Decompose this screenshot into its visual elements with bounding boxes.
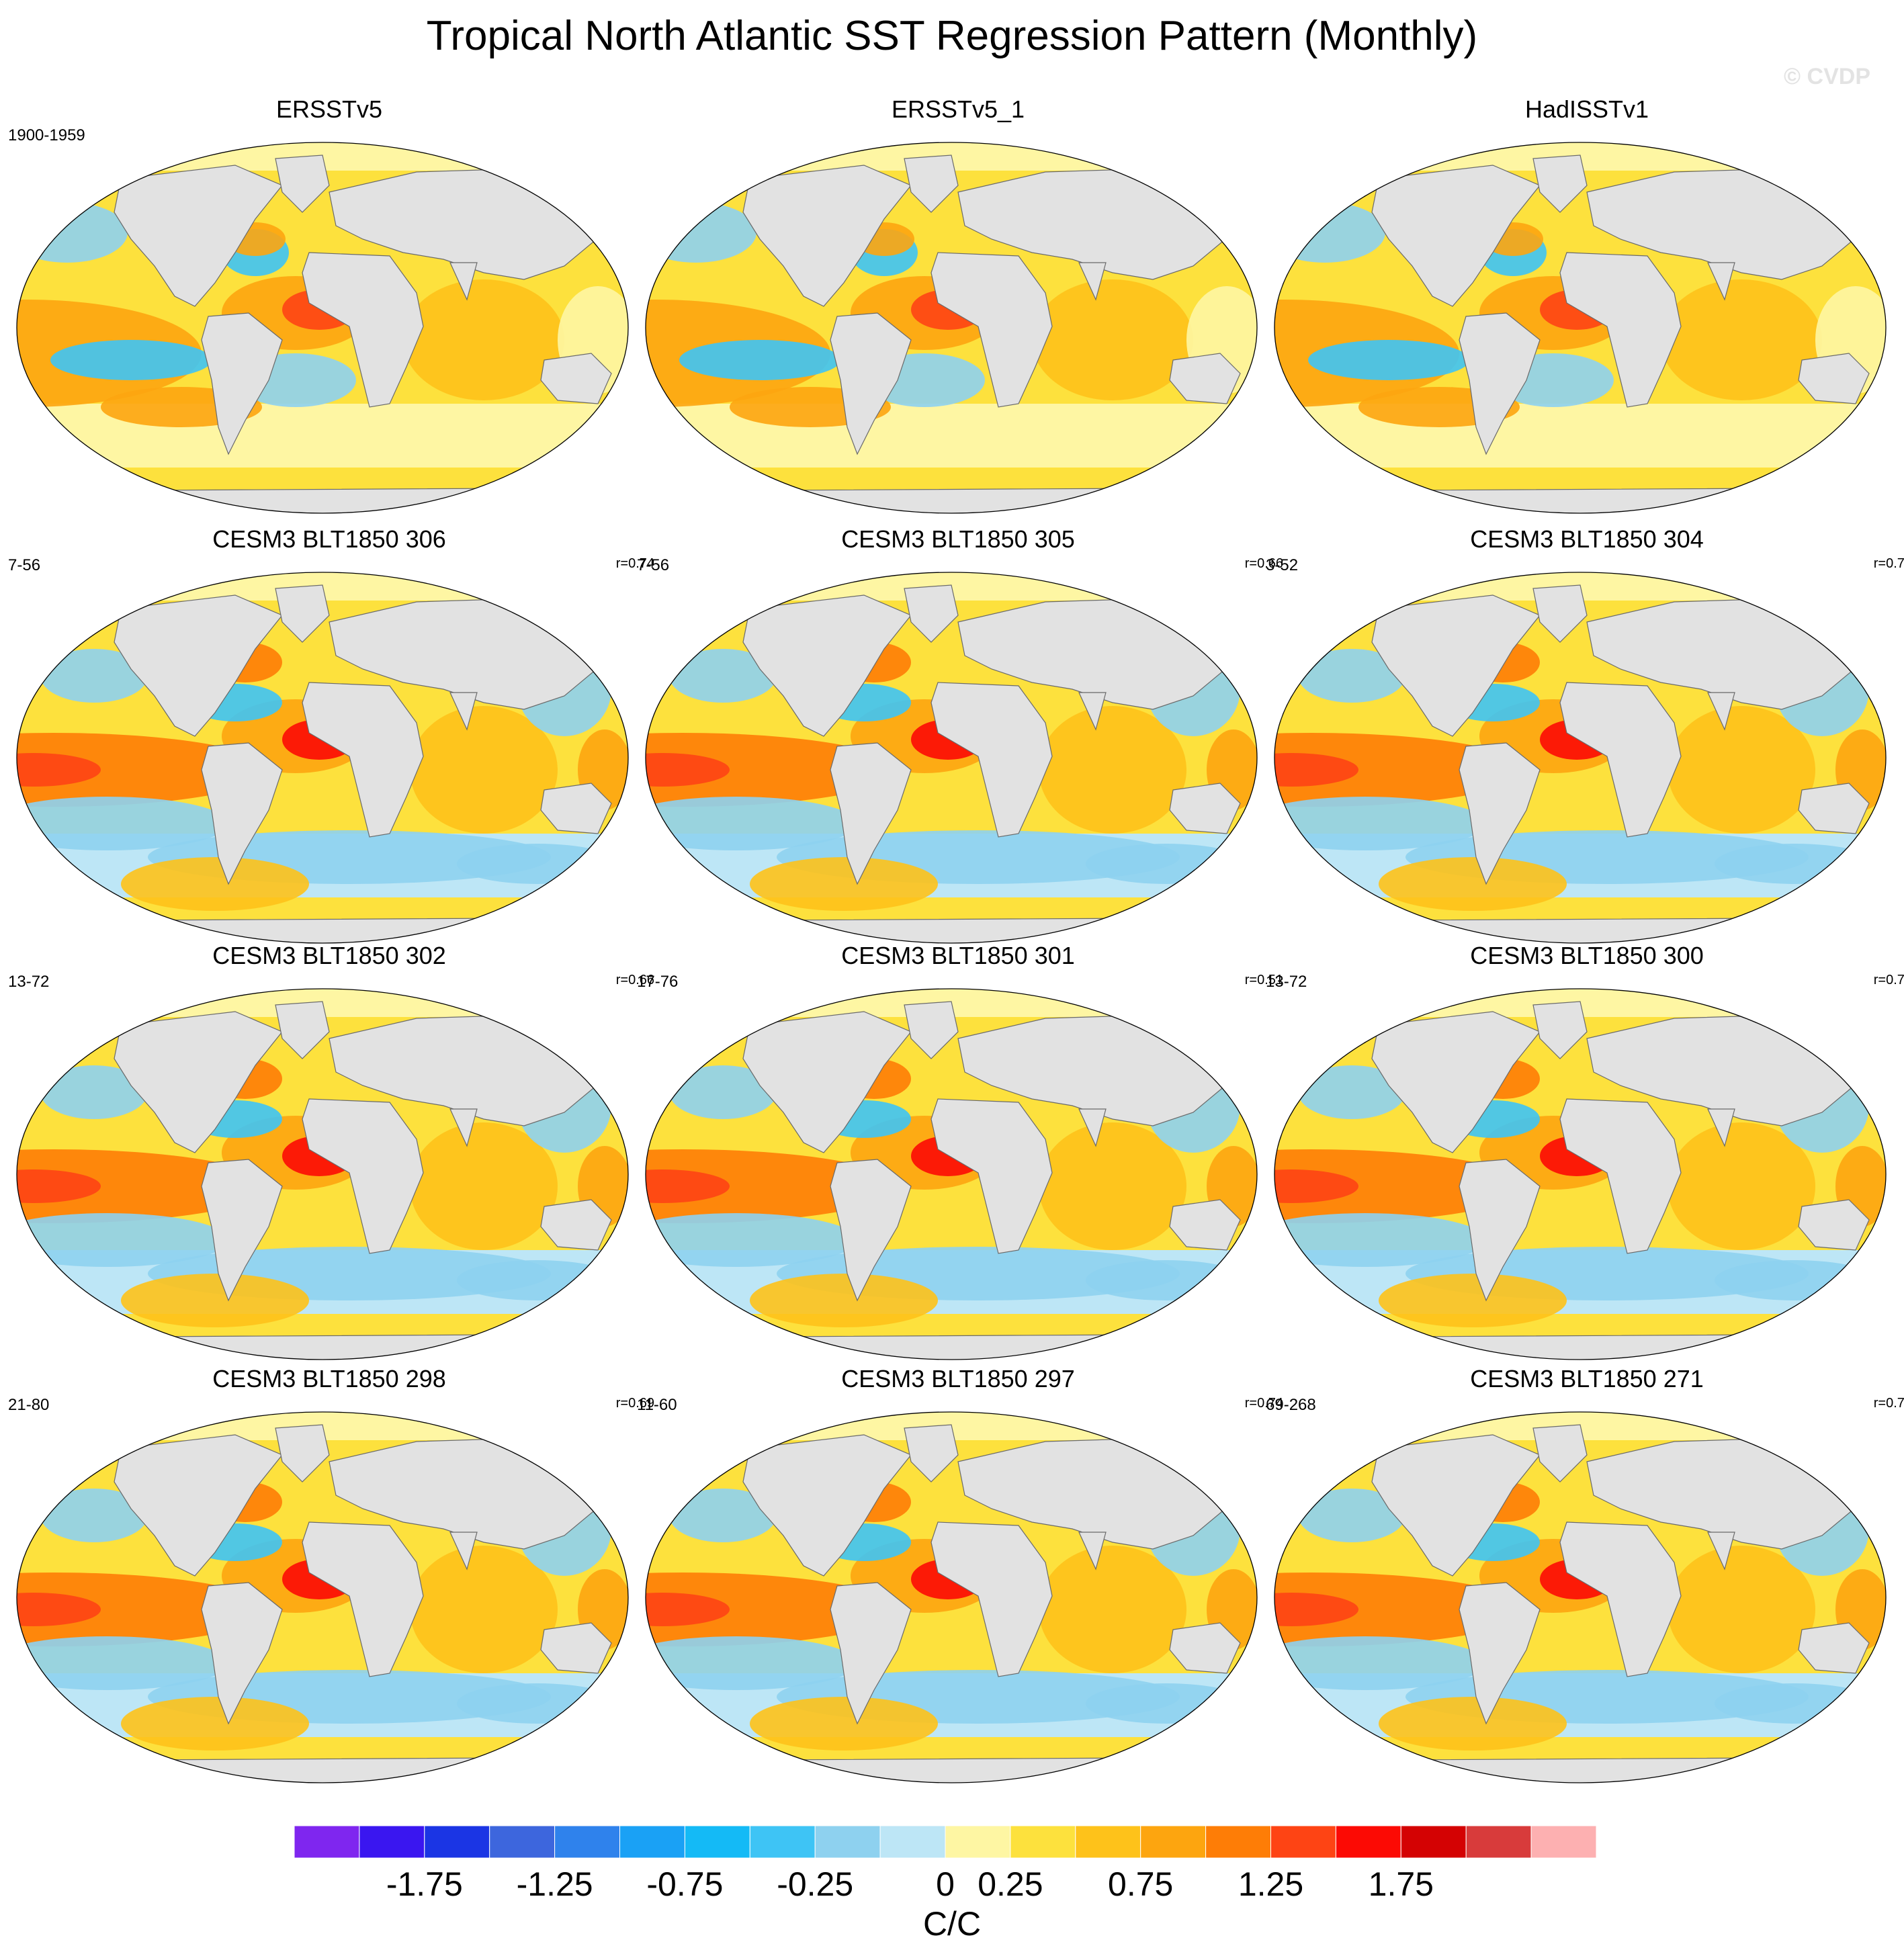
panel-period: 1900-1959 (8, 126, 85, 144)
panel-period: 69-268 (1266, 1396, 1316, 1414)
sst-regression-map (16, 988, 629, 1360)
sst-regression-map (16, 142, 629, 514)
sst-regression-map (16, 572, 629, 944)
panel-correlation: r=0.72 (1873, 556, 1904, 571)
panel-correlation: r=0.74 (615, 556, 654, 571)
panel-title: CESM3 BLT1850 302 (212, 942, 446, 969)
colorbar-swatch (749, 1826, 816, 1858)
map-panel: CESM3 BLT1850 297 11-60 r=0.74 (637, 1365, 1283, 1787)
sst-regression-map (1274, 1411, 1887, 1783)
panel-correlation: r=0.74 (1873, 1396, 1904, 1411)
panel-title: CESM3 BLT1850 300 (1470, 942, 1704, 969)
colorbar-swatch (1075, 1826, 1141, 1858)
panel-title: HadISSTv1 (1524, 95, 1649, 123)
colorbar-tick-label: -1.25 (516, 1865, 593, 1903)
panel-title: CESM3 BLT1850 301 (841, 942, 1075, 969)
colorbar-tick-label: 0.75 (1108, 1865, 1174, 1903)
colorbar-tick-label: -0.25 (777, 1865, 854, 1903)
colorbar-tick-label: 1.75 (1368, 1865, 1434, 1903)
panel-title: CESM3 BLT1850 271 (1470, 1365, 1704, 1392)
panel-correlation: r=0.74 (1244, 1396, 1283, 1411)
colorbar-tick-label: 1.25 (1238, 1865, 1304, 1903)
panel-correlation: r=0.69 (615, 1396, 654, 1411)
panel-correlation: r=0.66 (1244, 556, 1283, 571)
colorbar-swatch (1530, 1826, 1596, 1858)
map-panel: CESM3 BLT1850 304 3-52 r=0.72 (1266, 525, 1904, 947)
colorbar-swatch (424, 1826, 490, 1858)
colorbar-swatch (1270, 1826, 1336, 1858)
colorbar-swatch (1140, 1826, 1207, 1858)
cvdp-credit: © CVDP (1784, 64, 1870, 89)
colorbar-tick-label: 0.25 (978, 1865, 1043, 1903)
map-panel: CESM3 BLT1850 298 21-80 r=0.69 (8, 1365, 654, 1787)
colorbar-units: C/C (922, 1905, 982, 1943)
panel-period: 21-80 (8, 1396, 50, 1414)
map-panel: CESM3 BLT1850 302 13-72 r=0.66 (8, 942, 654, 1364)
panel-correlation: r=0.51 (1244, 973, 1283, 987)
panel-title: CESM3 BLT1850 304 (1470, 525, 1704, 553)
map-panel: CESM3 BLT1850 271 69-268 r=0.74 (1266, 1365, 1904, 1787)
colorbar-swatch (554, 1826, 621, 1858)
colorbar-swatch (684, 1826, 750, 1858)
panel-period: 13-72 (1266, 973, 1307, 991)
panel-title: CESM3 BLT1850 298 (212, 1365, 446, 1392)
colorbar-swatch (814, 1826, 881, 1858)
panel-title: ERSSTv5 (275, 95, 383, 123)
panel-period: 3-52 (1266, 556, 1299, 574)
colorbar-swatch (1465, 1826, 1532, 1858)
map-panel: CESM3 BLT1850 301 17-76 r=0.51 (637, 942, 1283, 1364)
panel-period: 11-60 (637, 1396, 677, 1414)
colorbar-swatch (359, 1826, 425, 1858)
colorbar-swatch (489, 1826, 556, 1858)
panel-period: 13-72 (8, 973, 50, 991)
colorbar-swatch (1400, 1826, 1467, 1858)
sst-regression-map (1274, 142, 1887, 514)
colorbar-swatch (1335, 1826, 1401, 1858)
panel-correlation: r=0.74 (1873, 973, 1904, 987)
colorbar-swatch (1205, 1826, 1271, 1858)
sst-regression-map (1274, 572, 1887, 944)
colorbar-swatch (294, 1826, 360, 1858)
colorbar-tick-label: -1.75 (386, 1865, 463, 1903)
colorbar-swatch (879, 1826, 946, 1858)
sst-regression-map (645, 142, 1258, 514)
map-panel: HadISSTv1 (1271, 95, 1903, 517)
sst-regression-map (645, 988, 1258, 1360)
panel-correlation: r=0.66 (615, 973, 654, 987)
panel-title: CESM3 BLT1850 305 (841, 525, 1075, 553)
sst-regression-map (645, 572, 1258, 944)
sst-regression-map (16, 1411, 629, 1783)
panel-title: CESM3 BLT1850 297 (841, 1365, 1075, 1392)
sst-regression-map (645, 1411, 1258, 1783)
map-panel: CESM3 BLT1850 306 7-56 r=0.74 (8, 525, 654, 947)
map-panel: CESM3 BLT1850 300 13-72 r=0.74 (1266, 942, 1904, 1364)
colorbar-swatch (619, 1826, 685, 1858)
colorbar-tick-label: -0.75 (646, 1865, 724, 1903)
colorbar-swatch (945, 1826, 1011, 1858)
map-panel: CESM3 BLT1850 305 7-56 r=0.66 (637, 525, 1283, 947)
map-panel: ERSSTv5_1 (642, 95, 1274, 517)
panel-period: 7-56 (8, 556, 41, 574)
panel-period: 17-76 (637, 973, 679, 991)
map-panel: ERSSTv5 1900-1959 (8, 95, 645, 517)
colorbar (294, 1826, 1596, 1858)
colorbar-tick-label: 0 (936, 1865, 955, 1903)
colorbar-swatch (1010, 1826, 1076, 1858)
panel-period: 7-56 (637, 556, 670, 574)
figure-title: Tropical North Atlantic SST Regression P… (426, 13, 1478, 59)
sst-regression-map (1274, 988, 1887, 1360)
panel-title: ERSSTv5_1 (891, 95, 1025, 123)
panel-title: CESM3 BLT1850 306 (212, 525, 446, 553)
